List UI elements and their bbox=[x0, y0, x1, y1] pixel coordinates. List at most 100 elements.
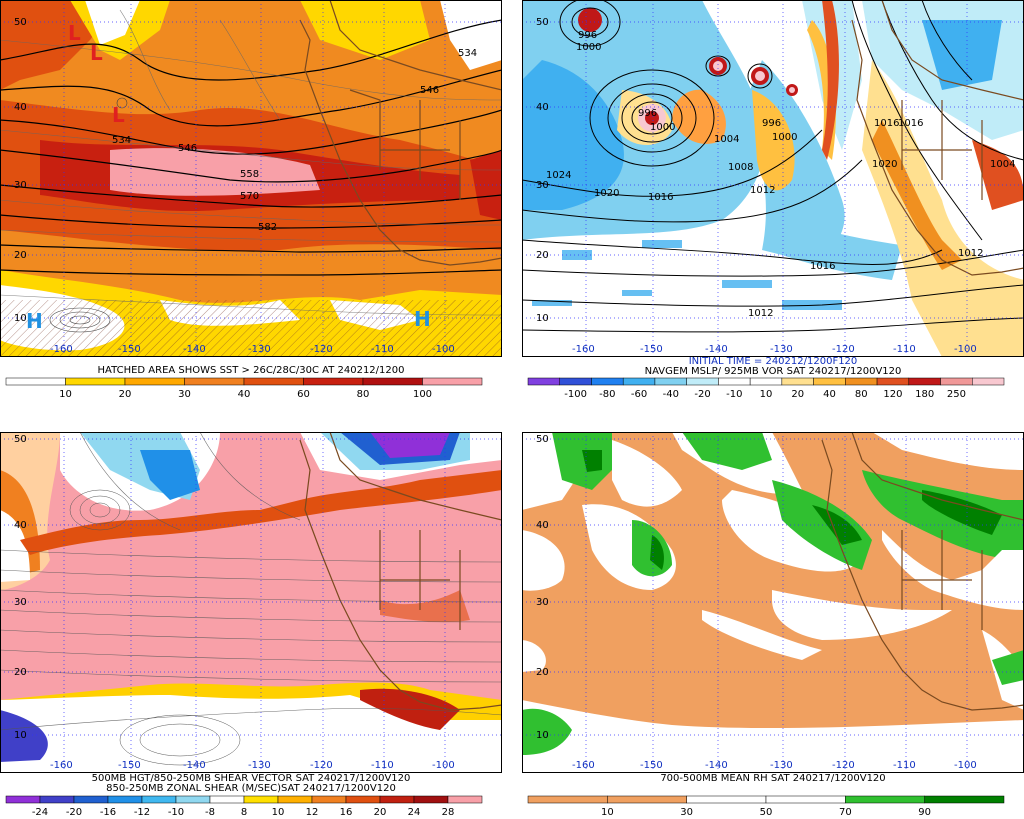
contour-label: 1012 bbox=[958, 248, 983, 259]
colorbar-swatch bbox=[243, 377, 304, 386]
colorbar-label: -24 bbox=[32, 807, 48, 818]
lat-label: 40 bbox=[14, 520, 27, 531]
contour-label: 1000 bbox=[650, 122, 675, 133]
lon-label: -130 bbox=[248, 760, 271, 771]
colorbar-swatch bbox=[447, 795, 483, 804]
lat-label: 30 bbox=[14, 597, 27, 608]
lat-label: 20 bbox=[14, 667, 27, 678]
panel-zonal-shear: 50 40 30 20 10 -160 -150 -140 -130 -120 … bbox=[0, 410, 502, 819]
colorbar-swatch bbox=[622, 377, 656, 386]
colorbar-label: -80 bbox=[599, 389, 615, 400]
map-canvas: 534 546 534 546 558 570 582 L L L H H 50… bbox=[0, 0, 502, 400]
colorbar: -100 -80 -60 -40 -20 -10 10 20 40 80 120 180 250 bbox=[527, 377, 1005, 400]
low-pressure-marker: L bbox=[68, 21, 81, 45]
contour-label: 1012 bbox=[748, 308, 773, 319]
colorbar-swatch bbox=[379, 795, 415, 804]
panel-caption: 700-500MB MEAN RH SAT 240217/1200V120 bbox=[660, 773, 886, 784]
colorbar-swatch bbox=[972, 377, 1005, 386]
lon-label: -160 bbox=[50, 344, 73, 355]
lon-label: -150 bbox=[118, 760, 141, 771]
lat-label: 40 bbox=[14, 102, 27, 113]
lon-label: -160 bbox=[572, 344, 595, 355]
colorbar-swatch bbox=[124, 377, 185, 386]
colorbar-swatch bbox=[345, 795, 381, 804]
high-pressure-marker: H bbox=[26, 309, 43, 333]
lat-label: 50 bbox=[14, 434, 27, 445]
contour-label: 1016 bbox=[648, 192, 673, 203]
colorbar-swatch bbox=[591, 377, 624, 386]
colorbar-label: -100 bbox=[564, 389, 587, 400]
colorbar-label: 10 bbox=[760, 389, 773, 400]
colorbar: 10 20 30 40 60 80 100 bbox=[5, 377, 483, 400]
colorbar-swatch bbox=[924, 795, 1005, 804]
panel-caption: HATCHED AREA SHOWS SST > 26C/28C/30C AT … bbox=[97, 365, 405, 376]
colorbar-swatch bbox=[65, 377, 126, 386]
lon-label: -160 bbox=[50, 760, 73, 771]
lat-label: 50 bbox=[536, 434, 549, 445]
colorbar-swatch bbox=[940, 377, 973, 386]
lon-label: -130 bbox=[770, 760, 793, 771]
lon-label: -110 bbox=[893, 760, 916, 771]
lat-label: 10 bbox=[536, 730, 549, 741]
lat-label: 30 bbox=[536, 597, 549, 608]
lon-label: -120 bbox=[310, 344, 333, 355]
colorbar-label: 12 bbox=[306, 807, 319, 818]
colorbar-label: 10 bbox=[272, 807, 285, 818]
lon-label: -120 bbox=[832, 760, 855, 771]
lat-label: 20 bbox=[14, 250, 27, 261]
lat-label: 20 bbox=[536, 667, 549, 678]
contour-label: 1000 bbox=[576, 42, 601, 53]
map-canvas: 996 1000 996 1000 996 1004 1000 1008 101… bbox=[522, 0, 1024, 400]
colorbar: 10 30 50 70 90 bbox=[527, 795, 1005, 818]
panel-caption: 850-250MB ZONAL SHEAR (M/SEC)SAT 240217/… bbox=[106, 783, 396, 794]
colorbar-label: -20 bbox=[66, 807, 82, 818]
colorbar-swatch bbox=[277, 795, 313, 804]
lon-label: -110 bbox=[371, 344, 394, 355]
colorbar-swatch bbox=[243, 795, 279, 804]
colorbar-swatch bbox=[607, 795, 687, 804]
colorbar-label: 90 bbox=[918, 807, 931, 818]
colorbar-swatch bbox=[845, 795, 925, 804]
colorbar-swatch bbox=[422, 377, 483, 386]
lon-label: -140 bbox=[183, 344, 206, 355]
lon-label: -150 bbox=[118, 344, 141, 355]
colorbar-label: -10 bbox=[168, 807, 184, 818]
lat-label: 30 bbox=[14, 180, 27, 191]
lon-label: -140 bbox=[705, 760, 728, 771]
colorbar-label: 40 bbox=[238, 389, 251, 400]
contour-label: 534 bbox=[458, 48, 477, 59]
colorbar-swatch bbox=[686, 795, 767, 804]
colorbar-label: 28 bbox=[442, 807, 455, 818]
colorbar-swatch bbox=[209, 795, 245, 804]
colorbar-label: 10 bbox=[59, 389, 72, 400]
colorbar-swatch bbox=[813, 377, 846, 386]
panel-caption: 500MB HGT/850-250MB SHEAR VECTOR SAT 240… bbox=[91, 773, 411, 784]
contour-label: 546 bbox=[178, 143, 197, 154]
colorbar-label: -8 bbox=[205, 807, 215, 818]
lon-label: -120 bbox=[310, 760, 333, 771]
lat-label: 50 bbox=[536, 17, 549, 28]
colorbar-label: 120 bbox=[883, 389, 902, 400]
colorbar-swatch bbox=[781, 377, 814, 386]
lon-label: -100 bbox=[432, 760, 455, 771]
lon-label: -100 bbox=[954, 760, 977, 771]
contour-label: 1024 bbox=[546, 170, 571, 181]
colorbar-swatch bbox=[39, 795, 75, 804]
colorbar-label: 80 bbox=[357, 389, 370, 400]
colorbar-swatch bbox=[5, 377, 66, 386]
map-canvas: 50 40 30 20 10 -160 -150 -140 -130 -120 … bbox=[522, 432, 1024, 818]
colorbar-swatch bbox=[559, 377, 592, 386]
contour-label: 1012 bbox=[750, 185, 775, 196]
colorbar-label: 16 bbox=[340, 807, 353, 818]
colorbar-swatch bbox=[765, 795, 846, 804]
colorbar-label: -20 bbox=[694, 389, 710, 400]
colorbar-label: 20 bbox=[374, 807, 387, 818]
lon-label: -160 bbox=[572, 760, 595, 771]
contour-label: 1004 bbox=[990, 159, 1015, 170]
lon-label: -140 bbox=[705, 344, 728, 355]
lon-label: -150 bbox=[640, 760, 663, 771]
colorbar-label: 80 bbox=[855, 389, 868, 400]
colorbar-label: -60 bbox=[631, 389, 647, 400]
colorbar-label: -16 bbox=[100, 807, 116, 818]
colorbar-label: 250 bbox=[947, 389, 966, 400]
